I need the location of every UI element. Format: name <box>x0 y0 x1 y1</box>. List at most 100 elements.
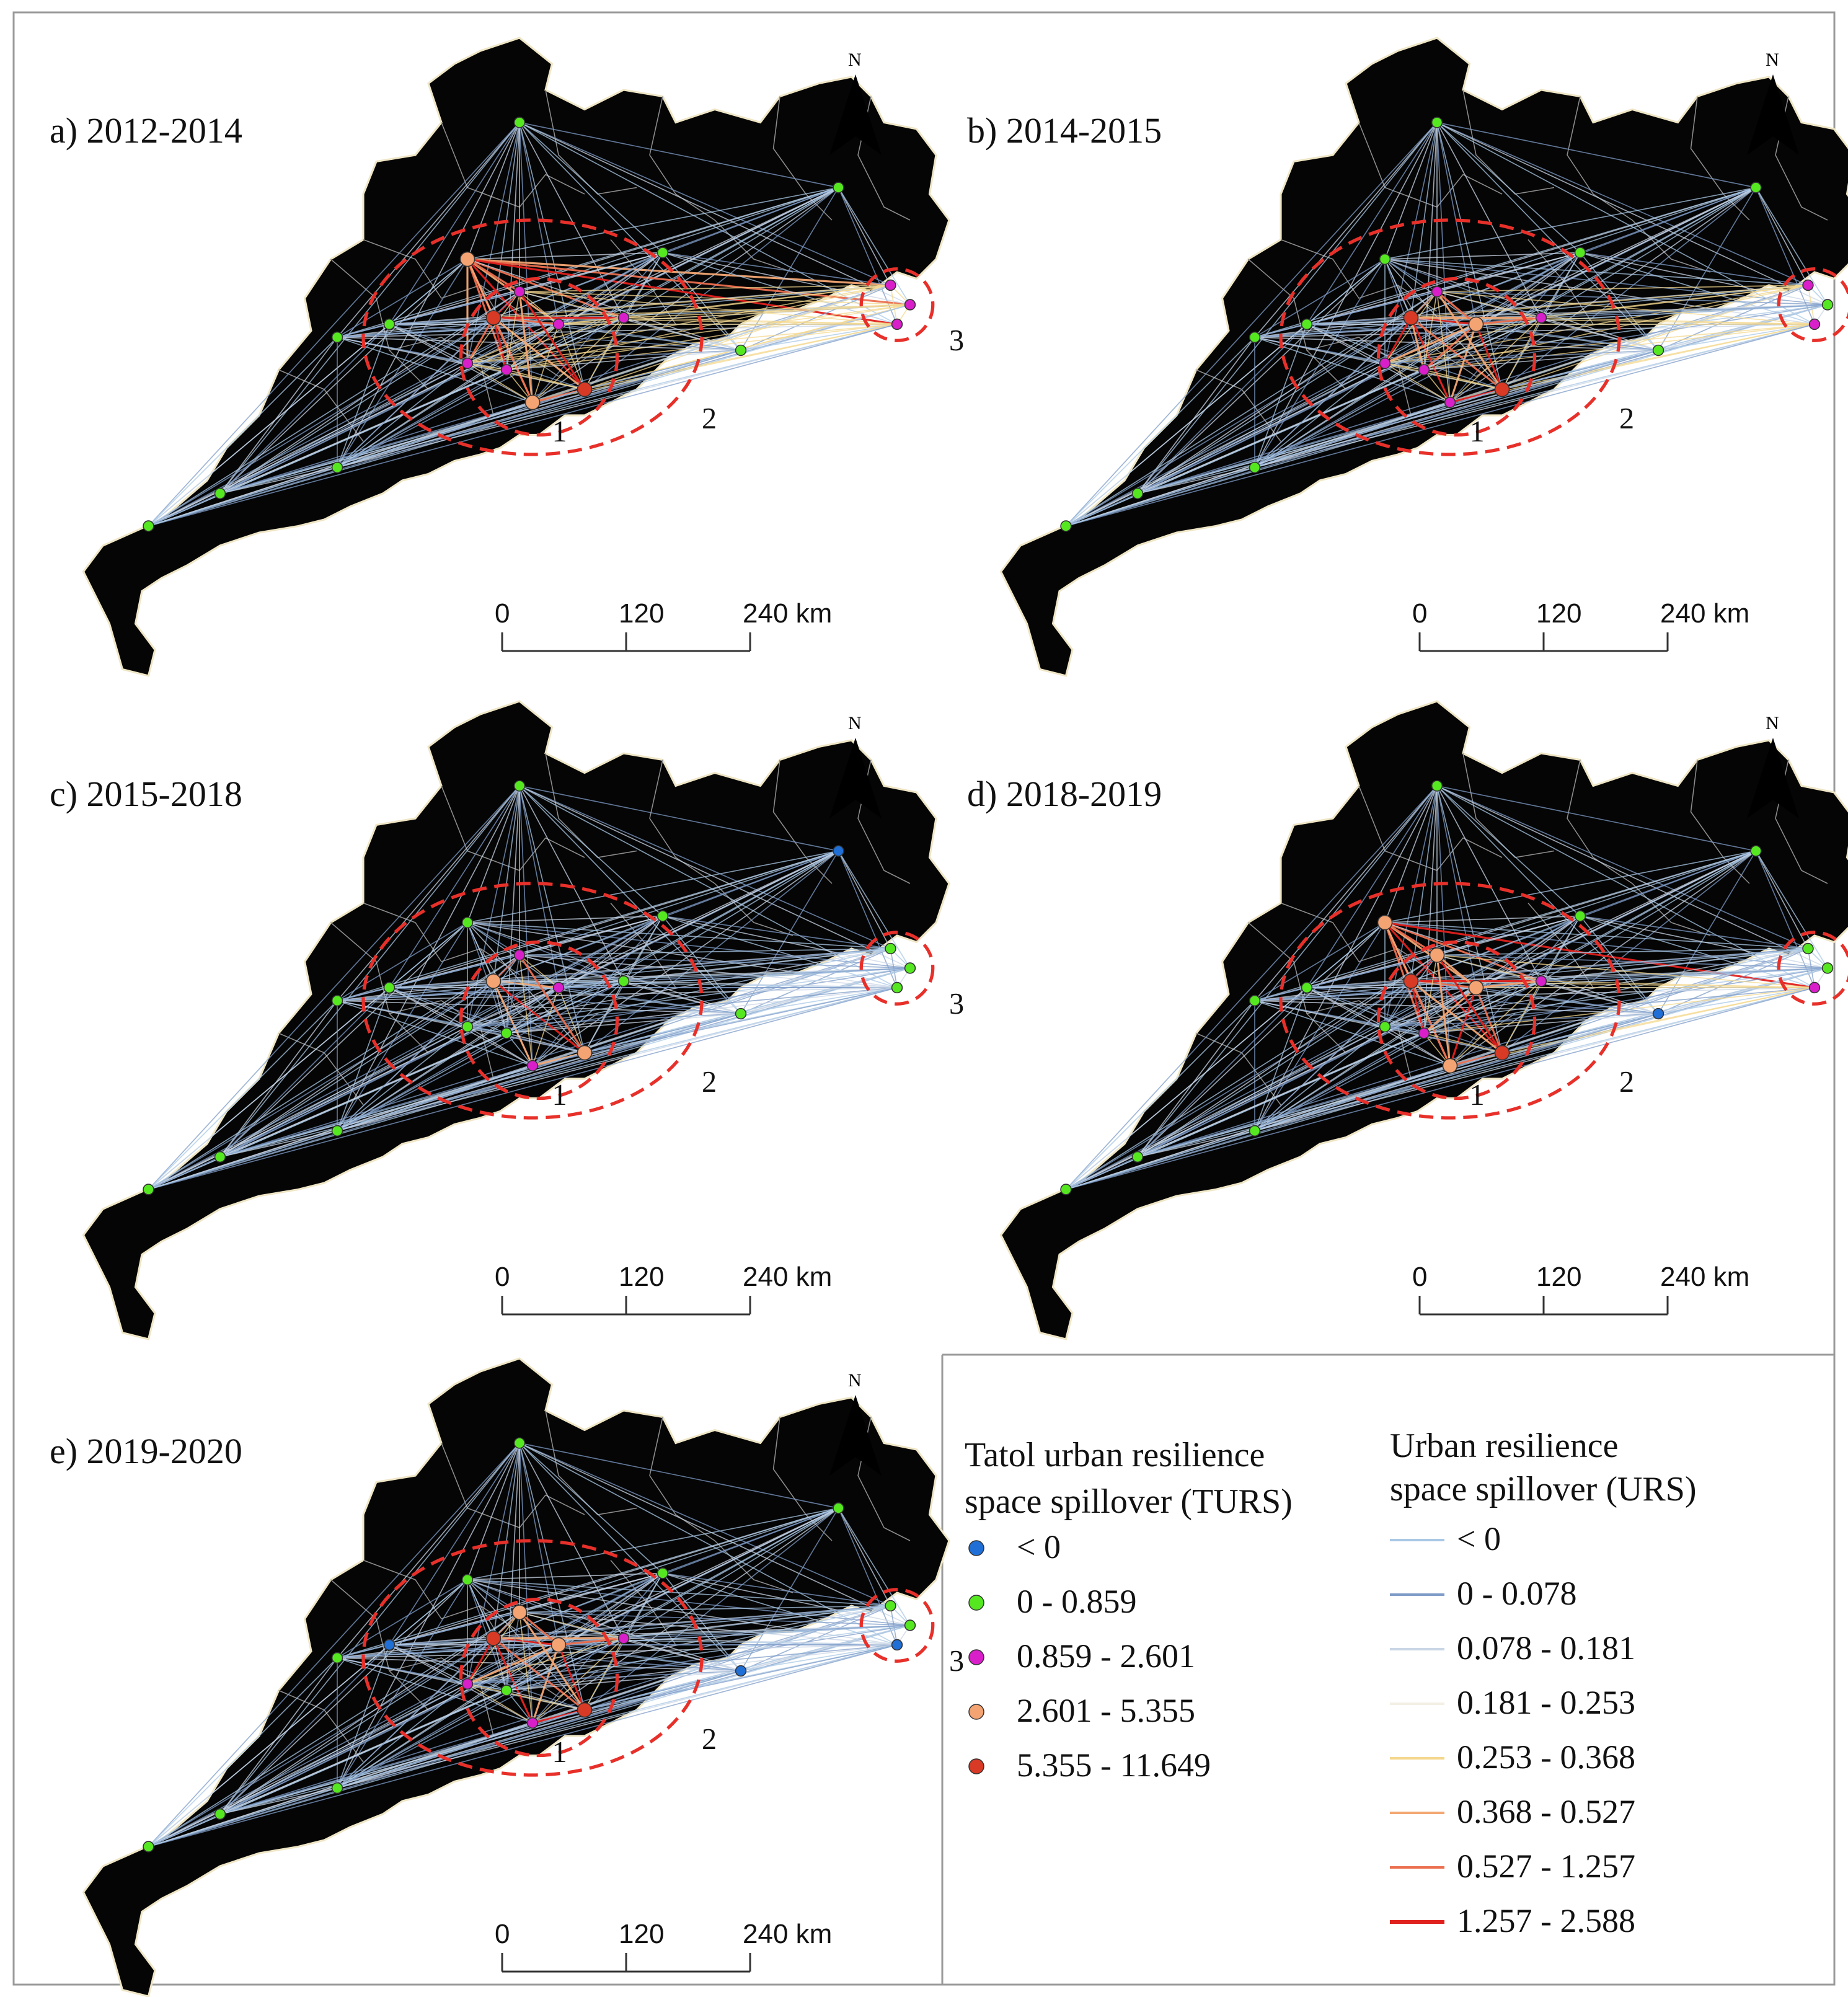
city-node <box>1301 318 1313 330</box>
spillover-link <box>389 1644 741 1672</box>
spillover-link <box>1580 915 1828 969</box>
zone-label-3: 3 <box>949 1645 964 1678</box>
spillover-link <box>493 317 585 391</box>
city-node <box>526 1717 539 1729</box>
spillover-link <box>467 922 520 956</box>
city-node <box>485 310 502 325</box>
spillover-link <box>519 785 663 917</box>
turs-legend-swatch <box>968 1704 984 1720</box>
spillover-link <box>518 954 586 1053</box>
scale-tick-label: 240 km <box>1660 1262 1749 1292</box>
spillover-link <box>467 981 494 1027</box>
city-node <box>1574 910 1586 922</box>
zone-label-2: 2 <box>702 1723 717 1756</box>
spillover-link <box>1066 493 1138 527</box>
spillover-link <box>1137 337 1255 494</box>
cluster-zone-1 <box>1376 277 1537 437</box>
spillover-link <box>467 1670 741 1685</box>
city-node <box>577 1702 593 1718</box>
north-arrow-icon: N <box>829 1370 882 1476</box>
spillover-link <box>1410 967 1828 982</box>
spillover-link <box>467 915 663 923</box>
spillover-link <box>148 1156 221 1190</box>
spillover-link <box>506 324 559 371</box>
spillover-link <box>492 317 534 403</box>
spillover-link <box>1436 291 1477 325</box>
cluster-zone-3 <box>1777 931 1848 1006</box>
city-node <box>143 1841 154 1853</box>
city-node <box>617 975 630 987</box>
spillover-link <box>1254 122 1438 338</box>
spillover-link <box>1580 252 1808 286</box>
spillover-link <box>148 1787 338 1848</box>
cluster-zone-2 <box>1279 882 1621 1120</box>
spillover-link <box>467 980 624 1027</box>
map-panel-a: 1 2 3 a) 2012-2014 N 0 120 240 km <box>50 37 964 677</box>
scale-bar: 0 120 240 km <box>495 598 832 652</box>
spillover-link <box>219 1657 338 1815</box>
scale-tick-label: 0 <box>495 1919 510 1949</box>
spillover-link <box>1755 187 1809 286</box>
turs-legend-swatch <box>968 1540 984 1556</box>
scale-tick-label: 240 km <box>743 1919 832 1949</box>
spillover-link <box>467 1644 898 1685</box>
spillover-link <box>337 291 520 338</box>
spillover-link <box>740 187 839 351</box>
spillover-link <box>219 915 663 1158</box>
spillover-link <box>1384 850 1756 1027</box>
spillover-link <box>1423 1032 1503 1053</box>
spillover-link <box>1384 987 1815 1027</box>
city-node <box>885 1600 896 1612</box>
spillover-link <box>467 252 663 260</box>
spillover-link <box>1066 987 1815 1190</box>
zone-label-2: 2 <box>702 402 717 435</box>
spillover-link <box>1384 915 1581 923</box>
spillover-link <box>337 948 891 1001</box>
spillover-link <box>519 954 911 969</box>
turs-legend-label: 5.355 - 11.649 <box>1017 1747 1211 1784</box>
spillover-link <box>337 980 624 1131</box>
spillover-link <box>219 252 663 494</box>
spillover-link <box>1384 259 1438 293</box>
spillover-link <box>1436 291 1828 306</box>
urs-legend-label: 0.253 - 0.368 <box>1457 1738 1635 1776</box>
turs-legend-label: < 0 <box>1017 1528 1061 1565</box>
spillover-link <box>662 915 911 969</box>
spillover-link <box>467 1507 839 1685</box>
urs-legend-label: < 0 <box>1457 1520 1501 1557</box>
city-node <box>735 344 747 356</box>
spillover-link <box>558 324 741 351</box>
spillover-link <box>493 980 585 1054</box>
spillover-link <box>148 122 520 527</box>
spillover-link <box>506 1689 585 1711</box>
spillover-link <box>1658 987 1815 1014</box>
spillover-link <box>493 304 911 319</box>
spillover-link <box>467 850 839 1027</box>
spillover-link <box>337 285 891 338</box>
spillover-link <box>1306 324 1503 390</box>
spillover-link <box>1384 122 1438 364</box>
spillover-link <box>219 1065 533 1158</box>
spillover-link <box>1449 915 1581 1066</box>
spillover-link <box>219 1572 663 1815</box>
spillover-link <box>1066 1026 1386 1190</box>
urs-legend-label: 0.527 - 1.257 <box>1457 1848 1635 1885</box>
spillover-link <box>389 1443 520 1645</box>
urs-legend-label: 0.368 - 0.527 <box>1457 1793 1635 1830</box>
cluster-zone-3 <box>859 1588 935 1663</box>
city-node <box>1418 364 1430 376</box>
north-arrow-icon: N <box>1747 713 1799 818</box>
spillover-link <box>1384 323 1477 365</box>
cluster-zone-3 <box>1777 267 1848 342</box>
spillover-link <box>1384 252 1581 260</box>
spillover-link <box>467 187 839 364</box>
spillover-link <box>389 987 741 1014</box>
city-node <box>1574 247 1586 259</box>
spillover-link <box>1541 980 1815 988</box>
spillover-link <box>1254 1000 1659 1014</box>
spillover-link <box>148 1611 520 1848</box>
spillover-link <box>518 291 586 390</box>
city-node <box>1379 357 1391 370</box>
spillover-link <box>1541 967 1828 982</box>
spillover-link <box>219 317 494 494</box>
